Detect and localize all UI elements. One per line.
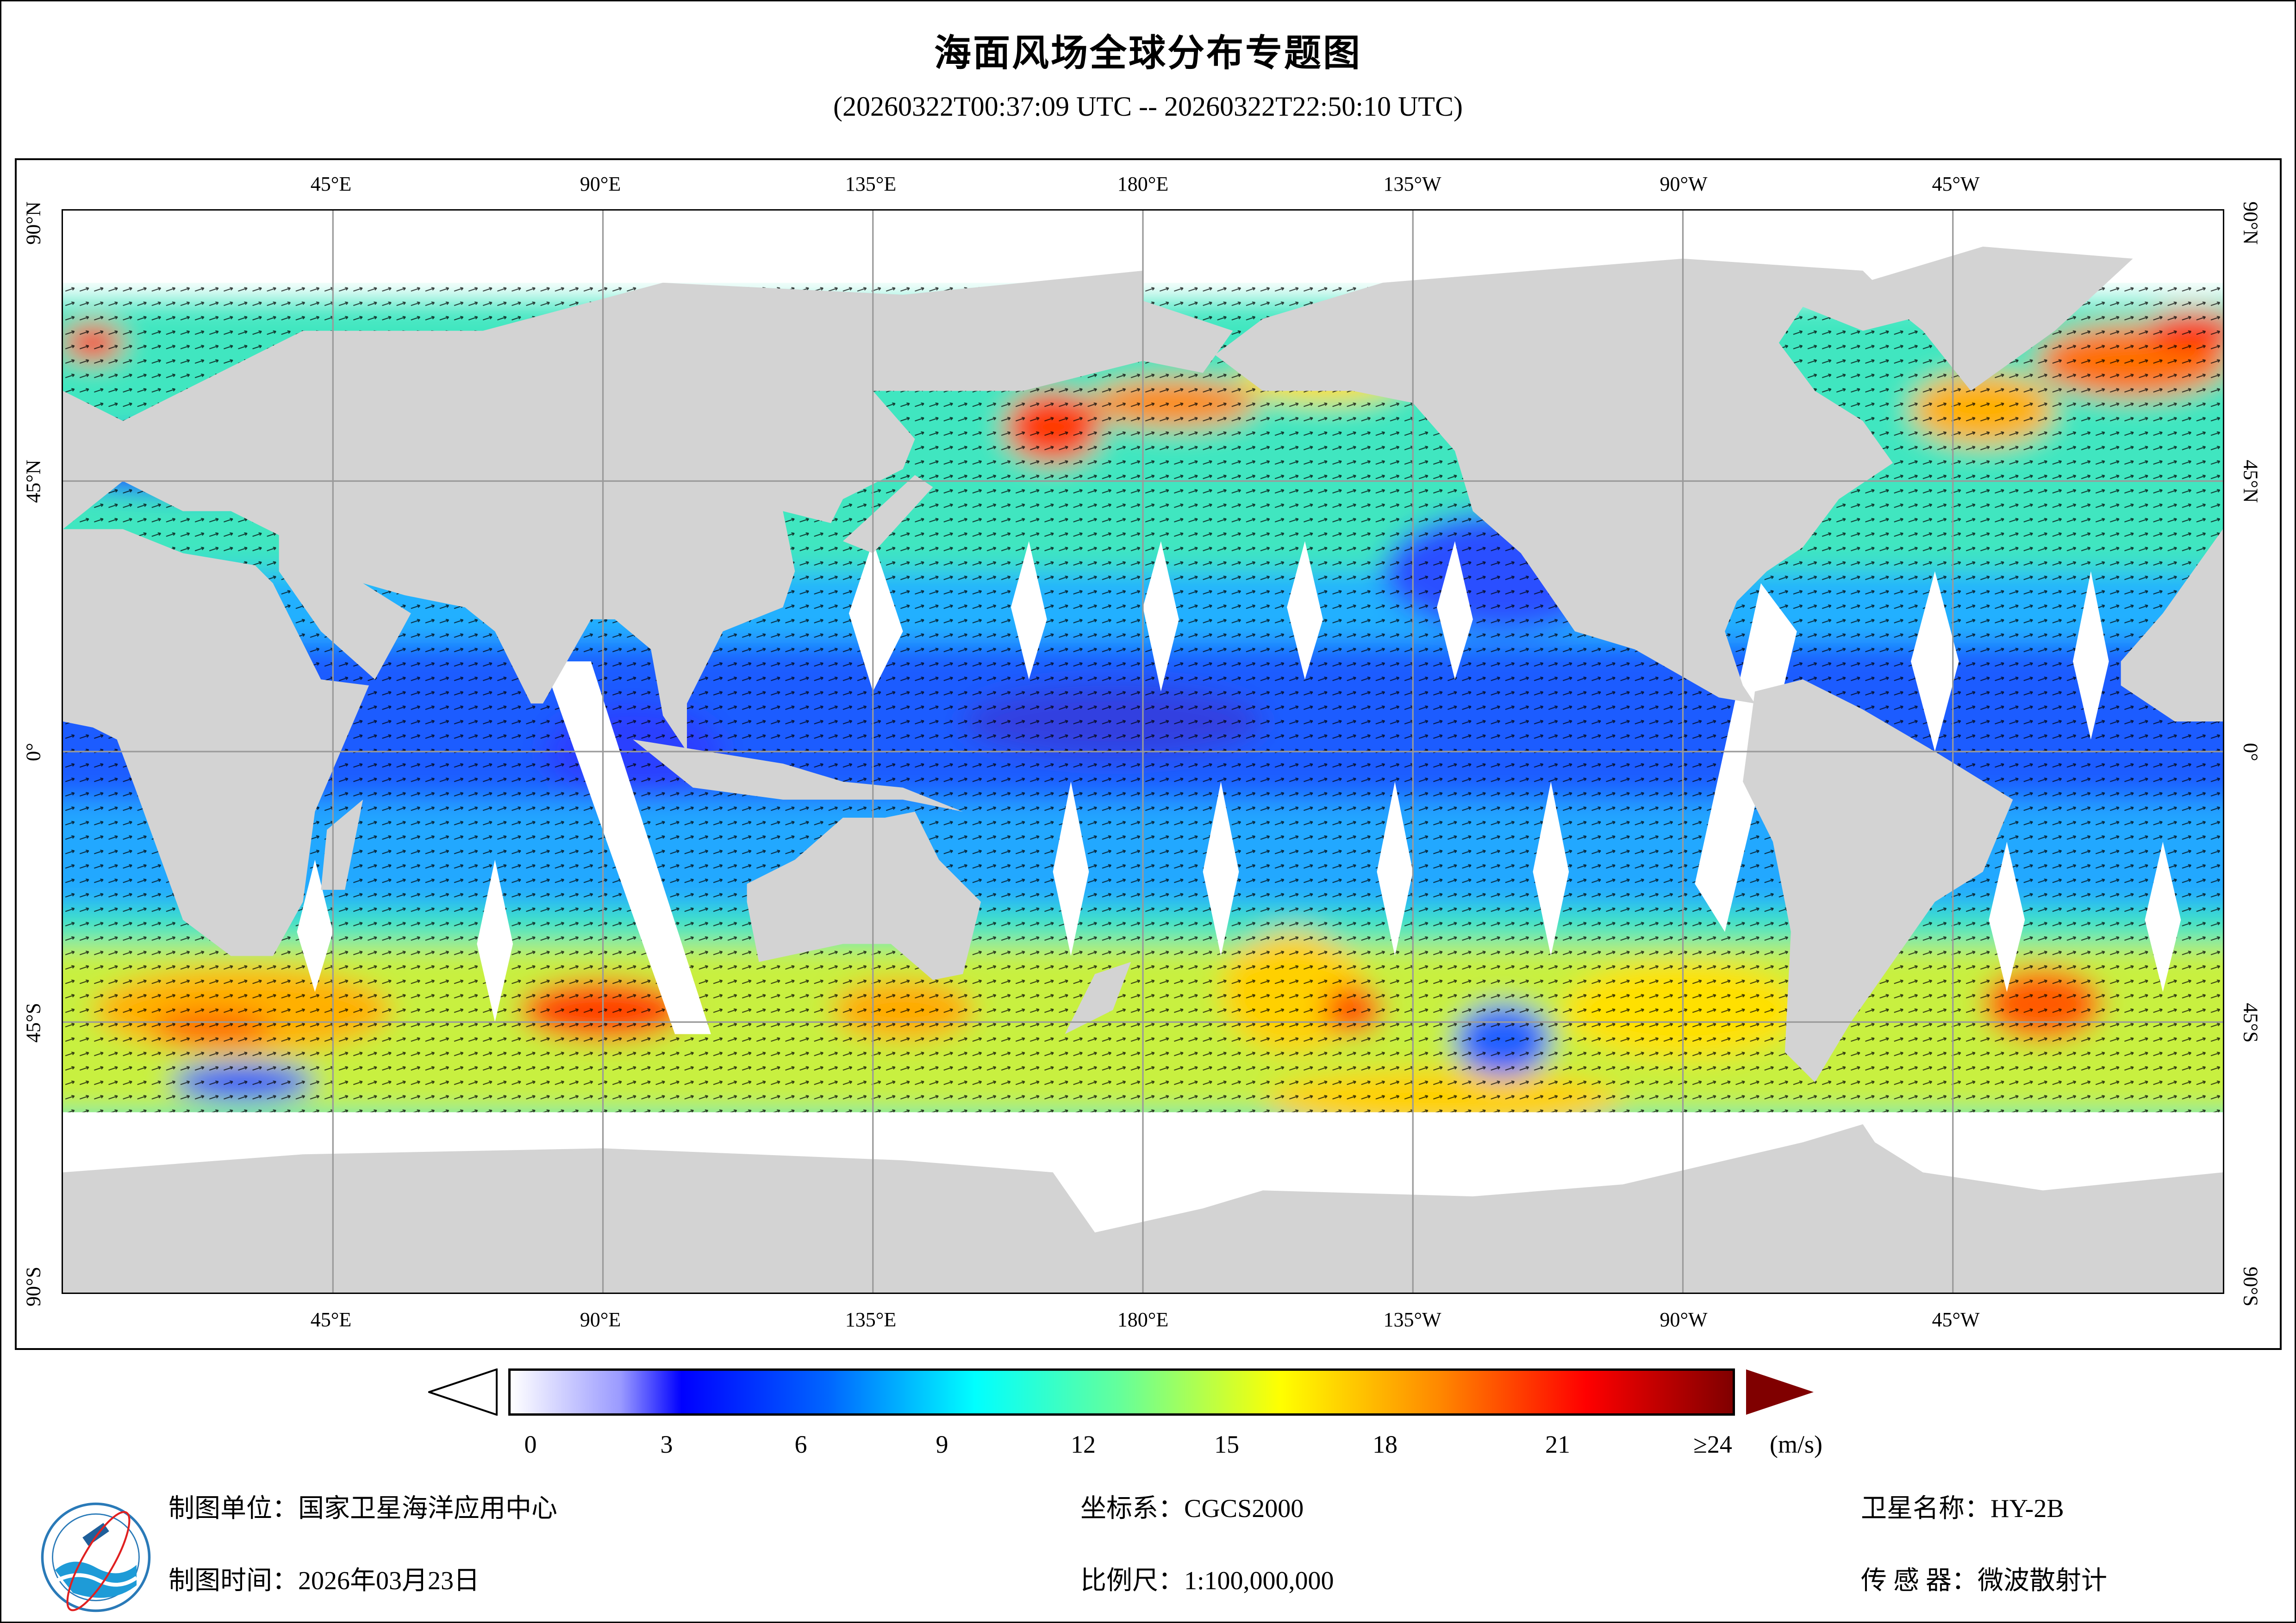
colorbar-tick: 12 xyxy=(1071,1430,1096,1458)
map-scale: 比例尺：1:100,000,000 xyxy=(1080,1567,1334,1595)
lon-label-bottom: 45°E xyxy=(310,1308,352,1331)
lon-label-top: 135°W xyxy=(1383,173,1441,195)
colorbar-tick: 6 xyxy=(794,1430,807,1458)
lat-label-left: 45°S xyxy=(22,1002,45,1043)
indonesia xyxy=(633,740,963,812)
lat-label-left: 0° xyxy=(22,743,45,761)
lat-label-left: 90°S xyxy=(22,1266,45,1307)
colorbar-tick: 21 xyxy=(1545,1430,1570,1458)
colorbar-tick: 9 xyxy=(936,1430,948,1458)
colorbar-unit: (m/s) xyxy=(1770,1430,1822,1458)
colorbar-tick: ≥24 xyxy=(1693,1430,1732,1458)
mapping-unit: 制图单位：国家卫星海洋应用中心 xyxy=(168,1494,557,1523)
lon-label-top: 180°E xyxy=(1117,173,1169,195)
colorbar-tick: 18 xyxy=(1373,1430,1398,1458)
new-zealand xyxy=(1065,962,1131,1034)
lon-label-bottom: 180°E xyxy=(1117,1308,1169,1331)
lon-label-bottom: 90°E xyxy=(580,1308,621,1331)
lon-label-top: 135°E xyxy=(845,173,897,195)
lat-label-left: 45°N xyxy=(22,460,45,503)
chukotka xyxy=(1143,300,1233,373)
lat-label-left: 90°N xyxy=(22,201,45,245)
lat-label-right: 90°S xyxy=(2239,1266,2262,1307)
wind-field-map xyxy=(62,209,2224,1294)
lon-label-bottom: 90°W xyxy=(1660,1308,1708,1331)
time-range-subtitle: (20260322T00:37:09 UTC -- 20260322T22:50… xyxy=(833,91,1463,122)
nsoas-logo xyxy=(41,1502,151,1612)
lon-label-top: 90°E xyxy=(580,173,621,195)
lat-label-right: 45°S xyxy=(2239,1002,2262,1043)
colorbar-tick: 0 xyxy=(524,1430,537,1458)
colorbar-tick: 3 xyxy=(660,1430,673,1458)
west-africa xyxy=(2121,529,2223,722)
greenland xyxy=(1863,246,2133,391)
japan xyxy=(842,475,933,553)
south-america xyxy=(1743,679,2013,1082)
colorbar-max-arrow xyxy=(1746,1369,1814,1415)
madagascar xyxy=(321,799,363,890)
colorbar xyxy=(508,1368,1735,1416)
sensor-name: 传 感 器：微波散射计 xyxy=(1861,1567,2107,1595)
satellite-name: 卫星名称：HY-2B xyxy=(1861,1494,2064,1523)
africa xyxy=(63,529,369,956)
lon-label-bottom: 45°W xyxy=(1932,1308,1980,1331)
map-title: 海面风场全球分布专题图 xyxy=(934,31,1362,75)
lat-label-right: 90°N xyxy=(2239,201,2262,245)
lon-label-top: 45°W xyxy=(1932,173,1980,195)
australia xyxy=(747,811,981,980)
lon-label-bottom: 135°W xyxy=(1383,1308,1441,1331)
lat-label-right: 45°N xyxy=(2239,460,2262,503)
colorbar-tick: 15 xyxy=(1214,1430,1239,1458)
coordinate-system: 坐标系：CGCS2000 xyxy=(1080,1494,1304,1523)
lat-label-right: 0° xyxy=(2239,743,2262,761)
lon-label-top: 90°W xyxy=(1660,173,1708,195)
lon-label-bottom: 135°E xyxy=(845,1308,897,1331)
colorbar-min-arrow xyxy=(428,1368,498,1416)
lon-label-top: 45°E xyxy=(310,173,352,195)
map-frame xyxy=(15,158,2282,1350)
mapping-time: 制图时间：2026年03月23日 xyxy=(168,1567,480,1595)
wind-map-canvas xyxy=(63,211,2223,1293)
graticule xyxy=(63,211,2223,1293)
